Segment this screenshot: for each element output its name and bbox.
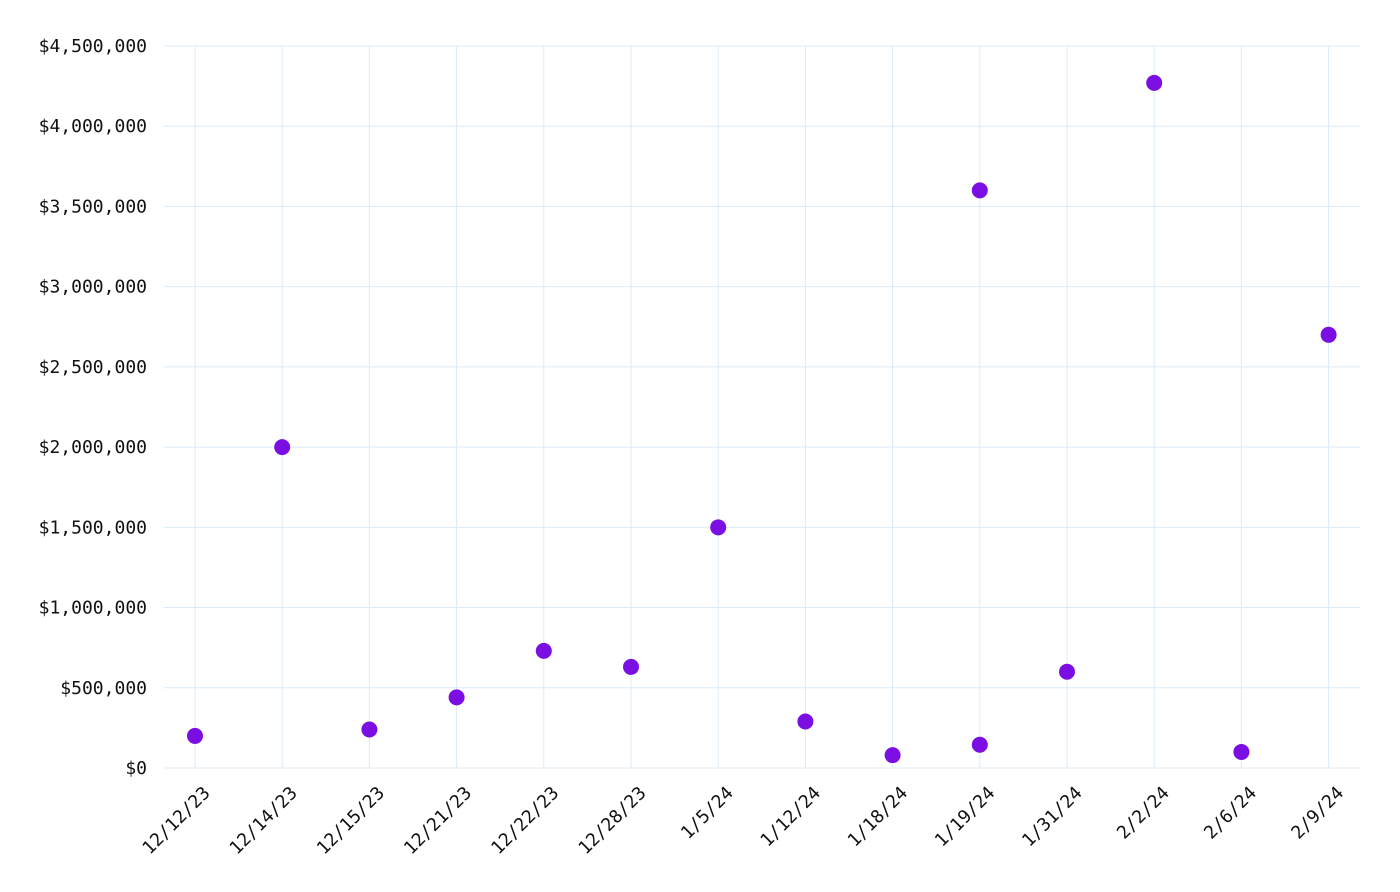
x-tick-label: 1/31/24 (1018, 783, 1086, 851)
data-point (623, 658, 639, 675)
x-tick-label: 12/15/23 (313, 783, 389, 859)
x-tick-label: 2/6/24 (1200, 783, 1261, 844)
data-point (361, 721, 378, 738)
grid-layer (164, 45, 1360, 769)
x-tick-label: 12/28/23 (574, 783, 650, 859)
x-axis: 12/12/23 12/14/23 12/15/23 12/21/23 12/22/23… (138, 783, 1348, 859)
x-tick-label: 12/22/23 (487, 783, 563, 859)
x-tick-label: 1/5/24 (677, 783, 738, 844)
data-point (187, 727, 203, 744)
y-tick-label: $1,000,000 (39, 598, 147, 619)
data-point (1320, 326, 1337, 343)
data-point (274, 439, 291, 456)
y-tick-label: $3,500,000 (39, 196, 147, 217)
data-point (1059, 663, 1075, 680)
data-point (797, 713, 814, 730)
x-tick-label: 1/18/24 (844, 783, 912, 851)
y-tick-label: $2,500,000 (39, 357, 147, 378)
y-tick-label: $500,000 (60, 678, 147, 699)
x-tick-label: 1/19/24 (931, 783, 999, 851)
y-tick-label: $4,500,000 (39, 36, 147, 57)
y-tick-label: $4,000,000 (39, 116, 147, 137)
data-point (535, 642, 552, 659)
x-tick-label: 2/9/24 (1287, 783, 1348, 844)
y-tick-label: $0 (125, 758, 147, 779)
x-tick-label: 12/12/23 (138, 783, 214, 859)
x-tick-label: 12/21/23 (400, 783, 476, 859)
y-tick-label: $3,000,000 (39, 277, 147, 298)
data-point (710, 519, 727, 536)
x-tick-label: 12/14/23 (226, 783, 302, 859)
y-tick-label: $1,500,000 (39, 517, 147, 538)
x-tick-label: 2/2/24 (1113, 783, 1174, 844)
data-point (971, 182, 988, 199)
x-tick-label: 1/12/24 (756, 783, 824, 851)
y-tick-label: $2,000,000 (39, 437, 147, 458)
y-axis: $0 $500,000 $1,000,000 $1,500,000 $2,000,000… (39, 36, 147, 779)
data-point (1233, 743, 1250, 760)
data-points (187, 74, 1337, 764)
data-point (971, 736, 988, 753)
data-point (1146, 74, 1163, 91)
data-point (448, 689, 465, 706)
data-point (884, 747, 901, 764)
